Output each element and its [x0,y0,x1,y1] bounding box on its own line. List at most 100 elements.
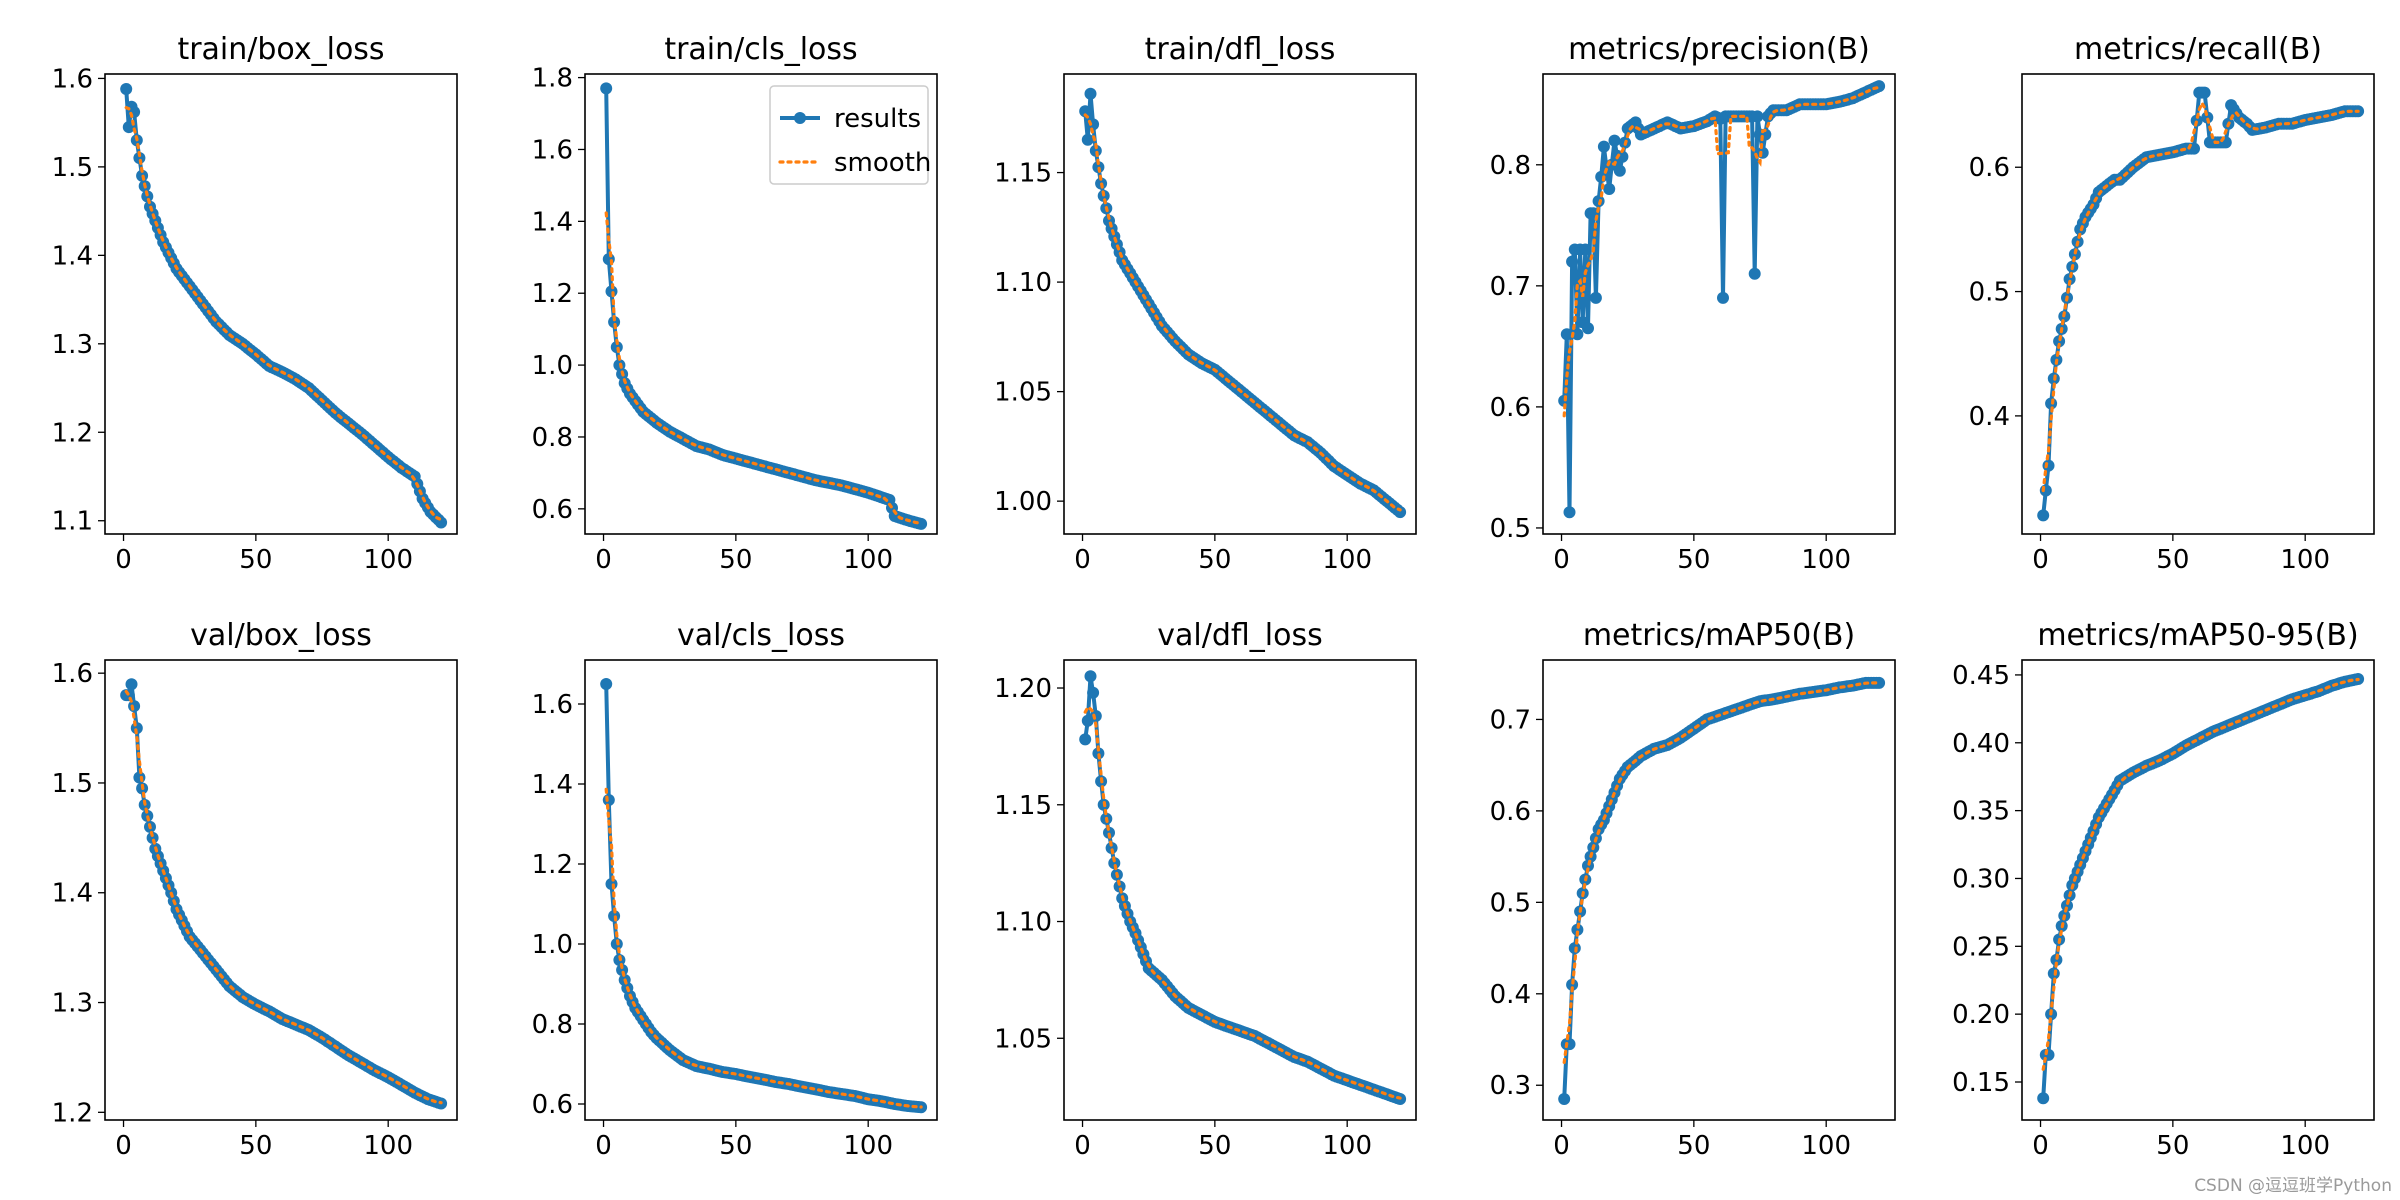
results-point [1108,857,1121,870]
x-tick-label: 0 [595,545,612,575]
results-point [1566,255,1579,268]
y-tick-label: 1.4 [532,770,573,800]
legend-results-marker [794,112,806,124]
results-point [1105,842,1118,854]
y-tick-label: 0.35 [1952,797,2010,827]
y-tick-label: 1.10 [994,908,1052,938]
chart-title: metrics/mAP50(B) [1583,618,1855,653]
x-tick-label: 0 [2032,545,2049,575]
results-point [1087,686,1100,699]
results-point [600,678,613,690]
results-point [141,190,154,203]
y-tick-label: 0.4 [1490,980,1531,1010]
x-tick-label: 100 [363,1131,413,1161]
x-tick-label: 50 [1677,1131,1710,1161]
y-tick-label: 0.30 [1952,864,2010,894]
y-tick-label: 1.3 [52,989,93,1019]
y-tick-label: 1.4 [52,241,93,271]
smooth-line [604,787,923,1109]
y-tick-label: 0.3 [1490,1071,1531,1101]
chart-title: metrics/recall(B) [2074,32,2322,67]
y-tick-label: 1.3 [52,330,93,360]
results-point [1597,140,1610,153]
x-tick-label: 0 [1074,545,1091,575]
x-tick-label: 50 [239,545,272,575]
x-tick-label: 0 [595,1131,612,1161]
results-point [1079,105,1092,118]
results-point [2037,509,2050,522]
y-tick-label: 0.8 [532,1010,573,1040]
y-tick-label: 1.1 [52,507,93,537]
y-tick-label: 1.6 [52,659,93,689]
plot-frame [2021,73,2375,535]
y-tick-label: 1.05 [994,378,1052,408]
smooth-line [604,211,923,525]
results-point [1589,291,1602,304]
results-point [616,964,629,976]
smooth-line [124,689,443,1105]
y-tick-label: 1.0 [532,351,573,381]
x-tick-label: 100 [2280,545,2330,575]
results-point [2198,86,2211,99]
y-tick-label: 0.6 [532,495,573,525]
smooth-line [1562,681,1881,1064]
results-point [1558,1093,1571,1105]
results-point [915,517,928,530]
y-tick-label: 1.0 [532,930,573,960]
results-point [1616,150,1629,163]
legend-results-label: results [834,104,921,134]
x-tick-label: 0 [115,1131,132,1161]
x-tick-label: 50 [239,1131,272,1161]
y-tick-label: 1.2 [52,418,93,448]
results-point [1608,134,1621,147]
results-point [1582,322,1594,335]
y-tick-label: 1.6 [532,690,573,720]
smooth-line [1083,705,1402,1100]
smooth-line [2041,677,2360,1071]
results-point [1563,506,1576,519]
results-point [1571,328,1584,341]
x-tick-label: 100 [843,545,893,575]
x-tick-label: 0 [115,545,132,575]
y-tick-label: 0.5 [1490,888,1531,918]
y-tick-label: 1.10 [994,268,1052,298]
x-tick-label: 50 [2156,1131,2189,1161]
y-tick-label: 1.05 [994,1024,1052,1054]
y-tick-label: 0.25 [1952,932,2010,962]
plot-frame [2021,659,2375,1121]
y-tick-label: 1.8 [532,64,573,94]
results-point [1084,87,1097,100]
results-point [125,678,138,691]
y-tick-label: 1.2 [532,850,573,880]
smooth-line [1083,113,1402,512]
x-tick-label: 0 [1553,1131,1570,1161]
x-tick-label: 100 [1322,545,1372,575]
results-point [1113,880,1126,893]
y-tick-label: 0.15 [1952,1068,2010,1098]
plot-frame [104,73,458,535]
chart-title: metrics/mAP50-95(B) [2037,618,2358,653]
x-tick-label: 100 [1801,1131,1851,1161]
legend-smooth-label: smooth [834,148,931,178]
y-tick-label: 0.6 [1490,797,1531,827]
x-tick-label: 0 [1074,1131,1091,1161]
y-tick-label: 1.2 [532,279,573,309]
results-point [2053,335,2066,348]
results-point [133,152,146,164]
results-point [1089,144,1102,157]
